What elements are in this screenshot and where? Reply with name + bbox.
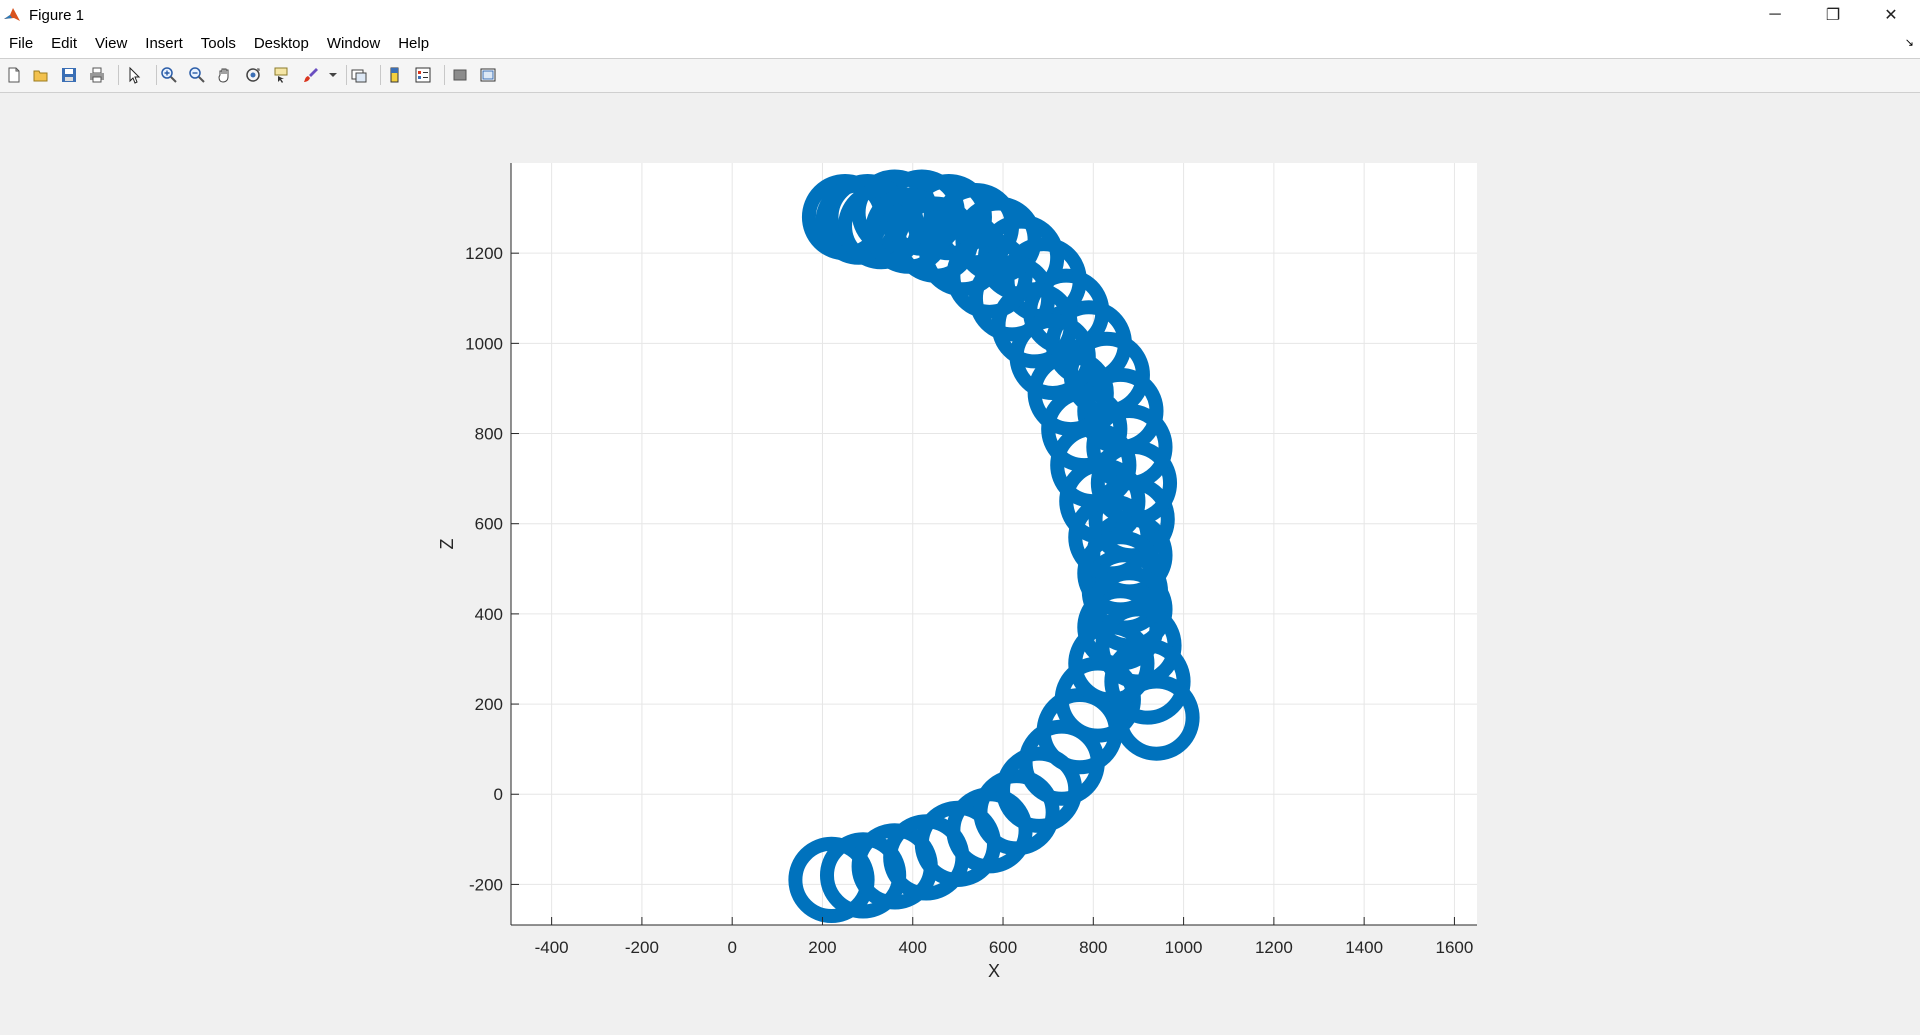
new-figure-icon[interactable] (3, 64, 25, 86)
y-tick-label: -200 (469, 875, 503, 894)
x-tick-label: 1200 (1255, 938, 1293, 957)
menu-insert[interactable]: Insert (145, 35, 183, 52)
scatter-point (1113, 674, 1200, 761)
menu-window[interactable]: Window (326, 35, 381, 52)
toolbar-separator (380, 65, 381, 85)
y-tick-label: 1000 (465, 334, 503, 353)
x-tick-label: 1600 (1436, 938, 1474, 957)
menu-desktop[interactable]: Desktop (253, 35, 309, 52)
x-tick-label: 400 (899, 938, 927, 957)
toolbar-separator (118, 65, 119, 85)
x-axis-label: X (988, 961, 1000, 981)
close-button[interactable]: ✕ (1884, 7, 1898, 24)
x-tick-label: 200 (808, 938, 836, 957)
scatter-point (973, 769, 1060, 856)
toolbar-separator (444, 65, 445, 85)
y-axis-label: Z (437, 539, 457, 550)
open-file-icon[interactable] (30, 64, 52, 86)
menu-help[interactable]: Help (398, 35, 430, 52)
brush-icon[interactable] (300, 64, 322, 86)
figure-toolbar (0, 58, 1920, 93)
y-tick-label: 400 (475, 605, 503, 624)
x-tick-label: 0 (727, 938, 736, 957)
minimize-button[interactable]: ─ (1769, 6, 1781, 23)
show-plot-tools-icon[interactable] (477, 64, 499, 86)
x-tick-label: 1000 (1165, 938, 1203, 957)
window-title: Figure 1 (29, 6, 85, 24)
restore-button[interactable]: ❐ (1825, 7, 1841, 24)
y-tick-label: 800 (475, 425, 503, 444)
link-plot-icon[interactable] (348, 64, 370, 86)
matlab-logo-icon (3, 6, 21, 24)
x-tick-label: 600 (989, 938, 1017, 957)
scatter-point (946, 232, 1033, 319)
title-bar: Figure 1 ─ ❐ ✕ (0, 0, 1920, 30)
x-tick-label: -200 (625, 938, 659, 957)
y-tick-label: 1200 (465, 244, 503, 263)
print-icon[interactable] (86, 64, 108, 86)
insert-colorbar-icon[interactable] (384, 64, 406, 86)
rotate-3d-icon[interactable] (242, 64, 264, 86)
menu-view[interactable]: View (95, 35, 128, 52)
x-tick-label: 1400 (1345, 938, 1383, 957)
menu-bar: File Edit View Insert Tools Desktop Wind… (0, 30, 1920, 58)
menu-tools[interactable]: Tools (200, 35, 236, 52)
dock-figure-button[interactable]: ↘ (1904, 37, 1914, 49)
toolbar-separator (346, 65, 347, 85)
select-pointer-icon[interactable] (123, 64, 145, 86)
scatter-point (1104, 638, 1191, 725)
insert-legend-icon[interactable] (412, 64, 434, 86)
y-tick-label: 200 (475, 695, 503, 714)
zoom-in-icon[interactable] (158, 64, 180, 86)
toolbar-separator (156, 65, 157, 85)
scatter-series (788, 169, 1200, 924)
figure-canvas: -400 -200 0 200 400 600 800 1000 1200 1400 1600 -20… (0, 92, 1920, 1030)
menu-file[interactable]: File (9, 35, 34, 52)
brush-dropdown-icon[interactable] (322, 64, 344, 86)
x-tick-label: -400 (535, 938, 569, 957)
data-cursor-icon[interactable] (270, 64, 292, 86)
axes-svg[interactable]: -400 -200 0 200 400 600 800 1000 1200 1400 1600 -20… (0, 92, 1920, 1030)
pan-hand-icon[interactable] (214, 64, 236, 86)
y-tick-label: 0 (494, 785, 503, 804)
save-icon[interactable] (58, 64, 80, 86)
x-tick-label: 800 (1079, 938, 1107, 957)
hide-plot-tools-icon[interactable] (449, 64, 471, 86)
y-tick-label: 600 (475, 515, 503, 534)
zoom-out-icon[interactable] (186, 64, 208, 86)
menu-edit[interactable]: Edit (51, 35, 78, 52)
